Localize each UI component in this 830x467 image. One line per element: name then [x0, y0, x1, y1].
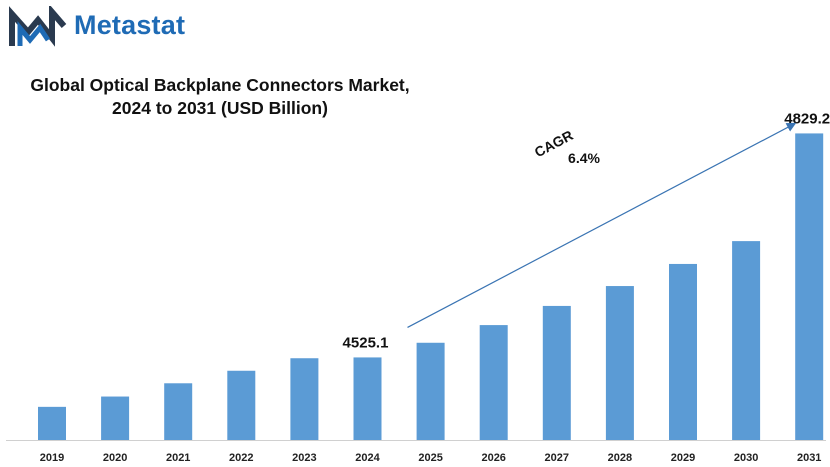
bar-2026 — [479, 325, 508, 440]
chart-title: Global Optical Backplane Connectors Mark… — [0, 74, 440, 120]
data-label-2031: 4829.2 — [784, 110, 830, 127]
bar-2028 — [605, 286, 634, 440]
bar-2024 — [353, 357, 382, 440]
brand-name: Metastat — [74, 10, 186, 40]
chart-title-line1: Global Optical Backplane Connectors Mark… — [30, 75, 410, 95]
cagr-value: 6.4% — [568, 150, 600, 166]
bar-2030 — [732, 241, 761, 440]
x-tick-label-2026: 2026 — [481, 452, 505, 464]
x-tick-label-2030: 2030 — [734, 452, 758, 464]
x-tick-label-2021: 2021 — [166, 452, 190, 464]
brand-logo: Metastat — [8, 6, 268, 52]
bar-2029 — [669, 263, 697, 440]
x-tick-label-2023: 2023 — [292, 452, 316, 464]
bar-2020 — [101, 396, 130, 440]
x-tick-label-2028: 2028 — [608, 452, 632, 464]
mountain-m-logo-icon — [9, 6, 67, 47]
bar-2022 — [227, 370, 256, 440]
x-tick-label-2022: 2022 — [229, 452, 253, 464]
x-tick-label-2029: 2029 — [671, 452, 695, 464]
x-tick-label-2027: 2027 — [545, 452, 569, 464]
x-tick-label-2019: 2019 — [40, 452, 64, 464]
bar-2027 — [542, 305, 571, 440]
bar-2019 — [38, 406, 66, 440]
chart-title-line2: 2024 to 2031 (USD Billion) — [112, 98, 328, 118]
x-tick-label-2020: 2020 — [103, 452, 127, 464]
bar-2021 — [164, 383, 193, 440]
cagr-arrow — [407, 122, 797, 328]
bar-2023 — [290, 358, 319, 440]
x-tick-label-2031: 2031 — [797, 452, 821, 464]
data-label-2024: 4525.1 — [343, 334, 389, 351]
bar-2031 — [795, 133, 824, 440]
bar-2025 — [416, 342, 445, 440]
x-tick-label-2025: 2025 — [418, 452, 442, 464]
x-tick-label-2024: 2024 — [355, 452, 380, 464]
